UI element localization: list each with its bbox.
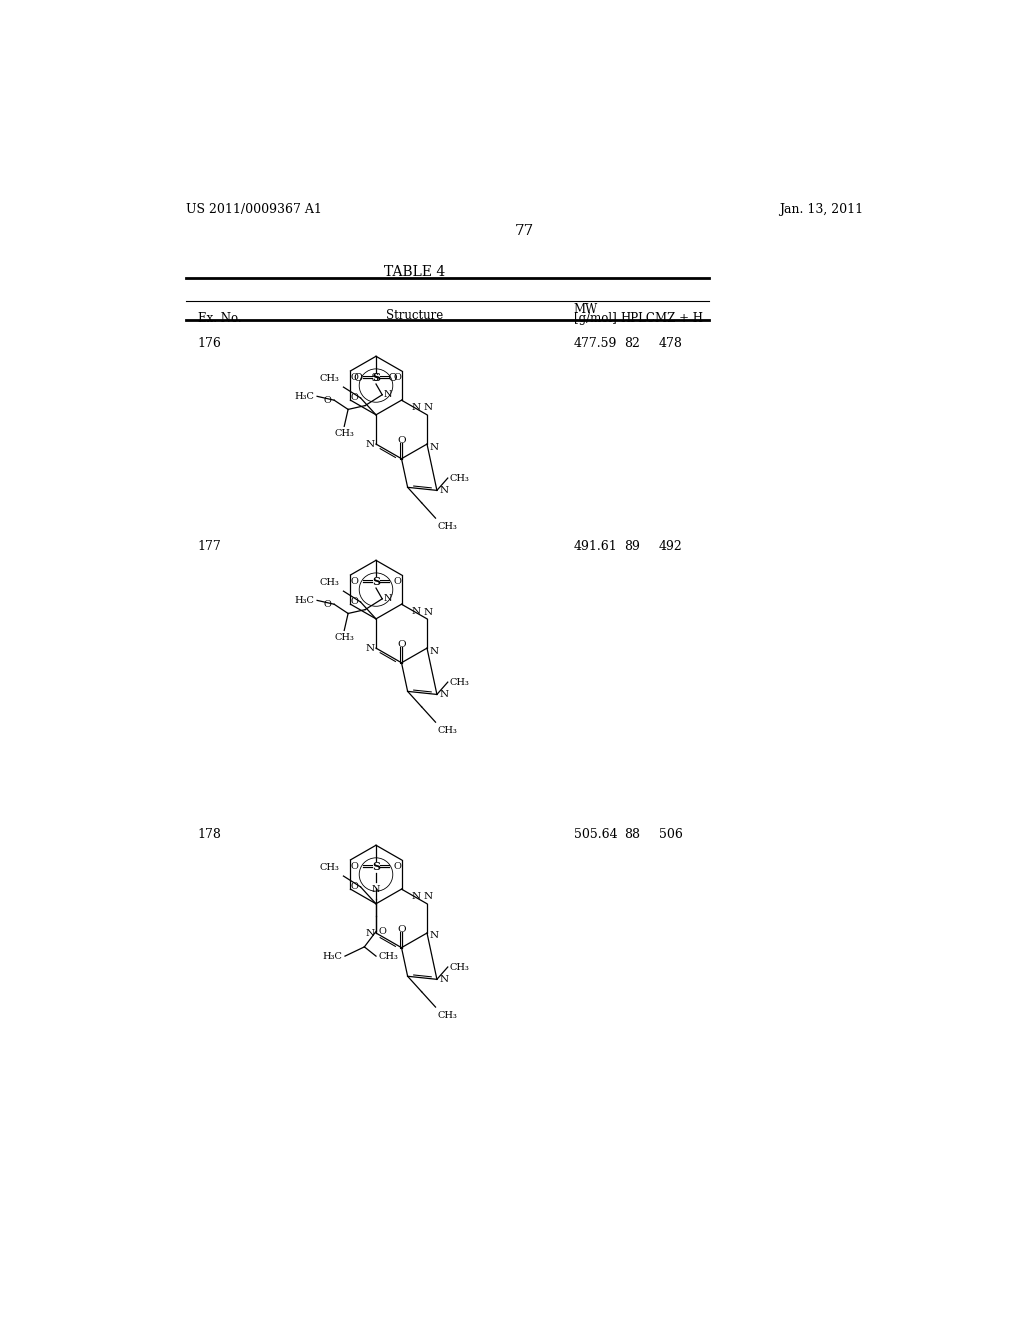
Text: S: S <box>372 862 380 873</box>
Text: O: O <box>394 374 401 383</box>
Text: N: N <box>366 928 375 937</box>
Text: O: O <box>324 396 332 405</box>
Text: O: O <box>324 599 332 609</box>
Text: H₃C: H₃C <box>295 392 314 401</box>
Text: O: O <box>394 862 401 871</box>
Text: N: N <box>366 440 375 449</box>
Text: 82: 82 <box>624 337 640 350</box>
Text: N: N <box>412 607 421 616</box>
Text: 477.59: 477.59 <box>573 337 617 350</box>
Text: CH₃: CH₃ <box>438 726 458 735</box>
Text: O: O <box>350 577 358 586</box>
Text: N: N <box>439 975 449 983</box>
Text: 492: 492 <box>658 540 683 553</box>
Text: CH₃: CH₃ <box>450 962 469 972</box>
Text: 178: 178 <box>198 829 221 841</box>
Text: CH₃: CH₃ <box>378 952 398 961</box>
Text: 77: 77 <box>515 224 535 238</box>
Text: N: N <box>429 932 438 940</box>
Text: N: N <box>412 403 421 412</box>
Text: O: O <box>397 925 406 933</box>
Text: MW: MW <box>573 304 598 317</box>
Text: 506: 506 <box>658 829 683 841</box>
Text: N: N <box>423 892 432 902</box>
Text: CH₃: CH₃ <box>319 578 340 587</box>
Text: 176: 176 <box>198 337 221 350</box>
Text: 88: 88 <box>624 829 640 841</box>
Text: US 2011/0009367 A1: US 2011/0009367 A1 <box>186 203 322 216</box>
Text: CH₃: CH₃ <box>334 632 354 642</box>
Text: H₃C: H₃C <box>295 595 314 605</box>
Text: O: O <box>394 577 401 586</box>
Text: HPLC: HPLC <box>621 313 655 326</box>
Text: N: N <box>372 884 380 894</box>
Text: Structure: Structure <box>386 309 443 322</box>
Text: CH₃: CH₃ <box>334 429 354 438</box>
Text: Jan. 13, 2011: Jan. 13, 2011 <box>779 203 863 216</box>
Text: O: O <box>397 436 406 445</box>
Text: 177: 177 <box>198 540 221 553</box>
Text: N: N <box>412 892 421 902</box>
Text: CH₃: CH₃ <box>319 375 340 383</box>
Text: N: N <box>423 607 432 616</box>
Text: O: O <box>350 598 358 606</box>
Text: CH₃: CH₃ <box>319 863 340 873</box>
Text: O: O <box>350 374 358 383</box>
Text: O=S=O: O=S=O <box>353 372 398 383</box>
Text: N: N <box>366 644 375 652</box>
Text: [g/mol]: [g/mol] <box>573 313 616 326</box>
Text: S: S <box>372 372 380 383</box>
Text: N: N <box>439 690 449 698</box>
Text: O: O <box>350 393 358 403</box>
Text: O: O <box>350 862 358 871</box>
Text: S: S <box>372 577 380 587</box>
Text: CH₃: CH₃ <box>450 474 469 483</box>
Text: N: N <box>384 391 392 399</box>
Text: O: O <box>397 640 406 649</box>
Text: 491.61: 491.61 <box>573 540 617 553</box>
Text: H₃C: H₃C <box>323 952 343 961</box>
Text: N: N <box>384 594 392 603</box>
Text: 89: 89 <box>624 540 640 553</box>
Text: N: N <box>439 486 449 495</box>
Text: TABLE 4: TABLE 4 <box>384 264 445 279</box>
Text: MZ + H: MZ + H <box>655 313 703 326</box>
Text: N: N <box>423 404 432 412</box>
Text: N: N <box>429 442 438 451</box>
Text: CH₃: CH₃ <box>438 521 458 531</box>
Text: CH₃: CH₃ <box>450 677 469 686</box>
Text: 505.64: 505.64 <box>573 829 617 841</box>
Text: Ex. No.: Ex. No. <box>198 313 242 326</box>
Text: CH₃: CH₃ <box>438 1011 458 1020</box>
Text: N: N <box>429 647 438 656</box>
Text: O: O <box>350 882 358 891</box>
Text: O: O <box>378 927 386 936</box>
Text: 478: 478 <box>658 337 683 350</box>
